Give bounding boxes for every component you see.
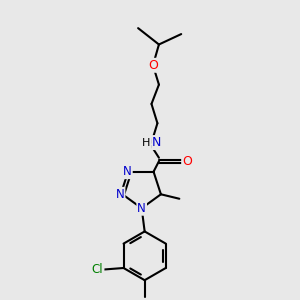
- Text: O: O: [148, 59, 158, 72]
- Text: N: N: [116, 188, 124, 201]
- Text: N: N: [123, 165, 132, 178]
- Text: N: N: [152, 136, 161, 149]
- Text: H: H: [142, 138, 150, 148]
- Text: O: O: [182, 155, 192, 168]
- Text: Cl: Cl: [92, 263, 103, 276]
- Text: N: N: [137, 202, 146, 215]
